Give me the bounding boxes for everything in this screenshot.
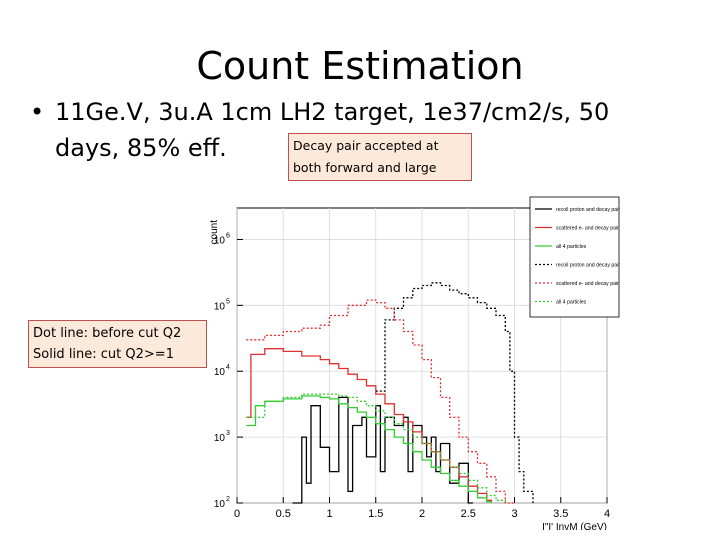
legend-label: recoil proton and decay pair xyxy=(556,207,620,213)
legend-label: all 4 particles xyxy=(556,300,587,306)
note-line1: Dot line: before cut Q2 xyxy=(33,326,182,341)
series-line-solid-scattered-e-and-decay-pair xyxy=(246,348,493,503)
x-tick-label: 3 xyxy=(511,508,517,520)
legend-label: scattered e- and decay pair xyxy=(556,226,619,232)
y-tick-label: 10 xyxy=(214,301,226,312)
x-axis-label: I"I' InvM (GeV) xyxy=(542,522,607,530)
bullet-text-line1: 11Ge.V, 3u.A 1cm LH2 target, 1e37/cm2/s,… xyxy=(55,98,610,126)
x-tick-label: 0 xyxy=(234,508,240,520)
x-tick-label: 2 xyxy=(419,508,425,520)
x-tick-label: 1 xyxy=(326,508,332,520)
y-axis-label: count xyxy=(209,220,220,245)
callout-line1: Decay pair accepted at xyxy=(293,138,439,153)
bullet-marker: • xyxy=(30,98,45,126)
y-tick-exponent: 4 xyxy=(226,364,230,371)
legend: recoil proton and decay pair scattered e-… xyxy=(529,196,620,318)
legend-label: all 4 particles xyxy=(556,244,587,250)
legend-label: recoil proton and decay pair xyxy=(556,263,620,269)
y-tick-exponent: 2 xyxy=(226,496,230,503)
x-tick-label: 4 xyxy=(604,508,610,520)
legend-box xyxy=(529,196,620,318)
legend-label: scattered e- and decay pair xyxy=(556,281,619,287)
x-tick-label: 0.5 xyxy=(276,508,291,520)
y-tick-label: 10 xyxy=(214,367,226,378)
line-style-note: Dot line: before cut Q2 Solid line: cut … xyxy=(28,320,207,368)
callout-line2: both forward and large xyxy=(293,160,437,175)
x-tick-label: 2.5 xyxy=(461,508,476,520)
series-line-dotted-recoil-proton-and-decay-pair xyxy=(375,282,534,503)
y-tick-label: 10 xyxy=(214,499,226,510)
x-tick-label: 3.5 xyxy=(553,508,568,520)
y-tick-exponent: 6 xyxy=(226,232,230,239)
y-tick-label: 10 xyxy=(214,235,226,246)
series-line-dotted-all-4-particles xyxy=(246,393,506,503)
y-tick-exponent: 3 xyxy=(226,430,230,437)
series-line-dotted-scattered-e-and-decay-pair xyxy=(246,299,515,504)
bullet-text-line2: days, 85% eff. xyxy=(55,134,227,162)
x-tick-label: 1.5 xyxy=(368,508,383,520)
slide-title: Count Estimation xyxy=(196,44,524,88)
decay-pair-callout: Decay pair accepted at both forward and … xyxy=(288,133,472,181)
note-line2: Solid line: cut Q2>=1 xyxy=(33,347,174,362)
series-line-solid-recoil-proton-and-decay-pair xyxy=(292,396,473,504)
y-tick-exponent: 5 xyxy=(226,298,230,305)
y-tick-label: 10 xyxy=(214,433,226,444)
